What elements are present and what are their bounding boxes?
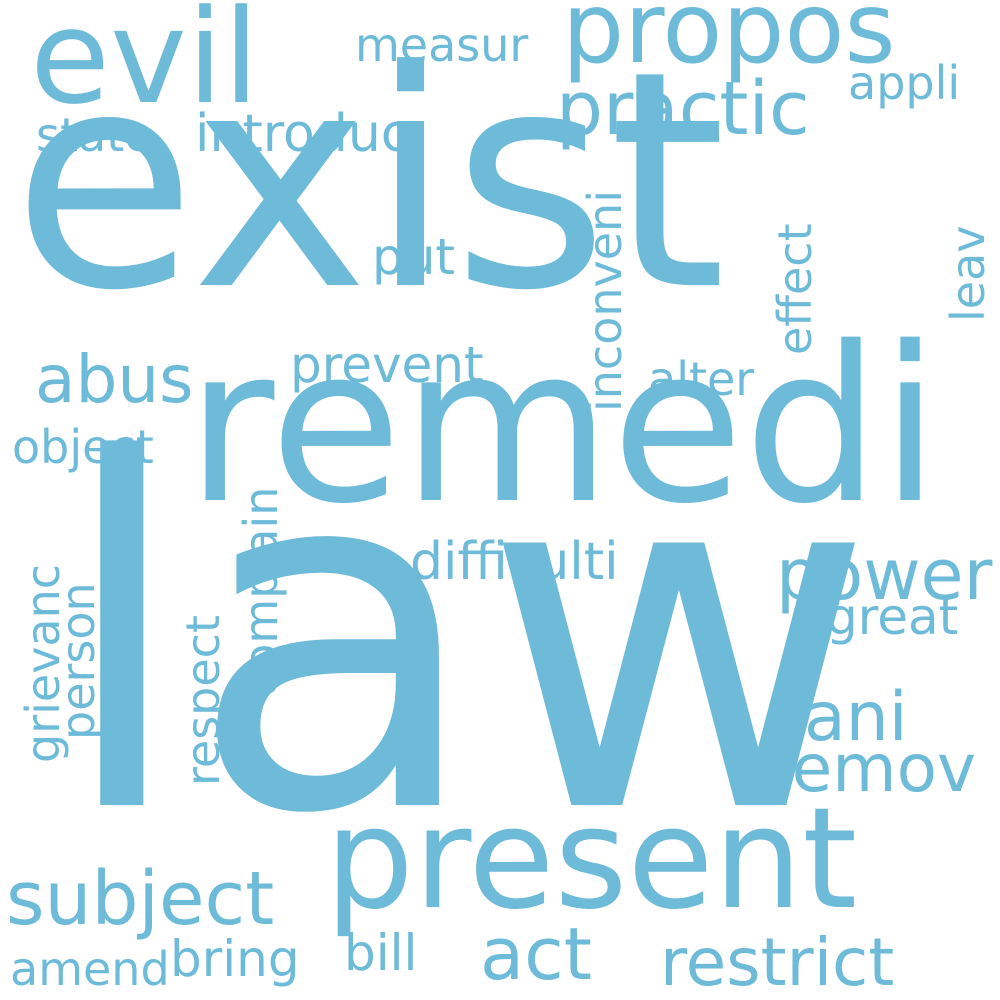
word-difficulti: difficulti [410,532,619,592]
word-introduc: introduc [195,104,410,164]
word-put: put [372,228,456,286]
word-restrict: restrict [660,924,895,1000]
word-state: state [36,108,153,162]
word-effect: effect [768,223,822,355]
word-bill: bill [344,924,418,982]
word-exist: exist [12,7,727,356]
word-great: great [826,588,959,646]
word-leav: leav [941,225,995,323]
word-remov: remov [766,730,977,807]
word-practic: practic [556,66,810,152]
word-subject: subject [6,856,275,942]
word-appli: appli [848,56,961,110]
word-respect: respect [176,615,230,786]
word-object: object [12,420,154,474]
word-power: power [776,534,993,616]
word-ani: ani [804,678,908,757]
word-inconveni: inconveni [578,190,632,412]
word-evil: evil [30,0,260,133]
word-measur: measur [355,18,529,72]
word-remedi: remedi [186,300,940,551]
word-alter: alter [648,352,755,406]
word-person: person [51,582,105,740]
word-present: present [325,778,858,941]
word-law: law [55,360,876,919]
word-bring: bring [170,930,300,988]
word-complain: complain [234,486,288,697]
word-propos: propos [562,0,896,86]
word-act: act [480,912,592,996]
word-amend: amend [10,942,170,996]
word-abus: abus [35,341,194,418]
word-prevent: prevent [290,336,484,394]
